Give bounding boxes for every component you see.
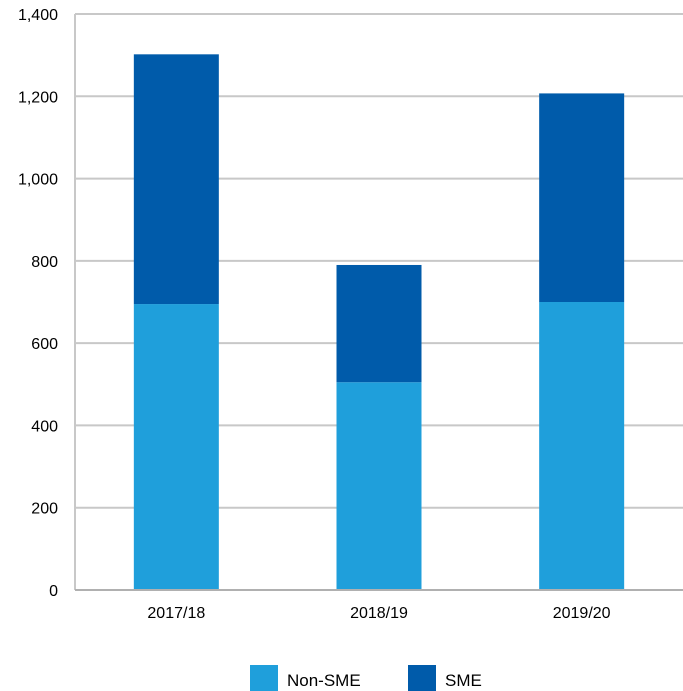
legend-label-non-sme: Non-SME [287, 671, 361, 690]
y-tick-label: 200 [31, 501, 58, 518]
bar-non-sme-1 [336, 382, 422, 590]
x-tick-label: 2017/18 [147, 605, 205, 622]
y-tick-label: 800 [31, 254, 58, 271]
bar-sme-0 [133, 54, 219, 305]
y-tick-label: 400 [31, 418, 58, 435]
y-tick-label: 1,000 [18, 172, 58, 189]
y-axis: 0 200 400 600 800 1,000 1,200 1,400 [18, 7, 76, 600]
y-tick-label: 1,200 [18, 89, 58, 106]
bars [133, 54, 625, 590]
legend: Non-SME SME [250, 665, 482, 691]
legend-swatch-non-sme [250, 665, 278, 691]
bar-sme-2 [539, 93, 625, 302]
legend-swatch-sme [408, 665, 436, 691]
bar-non-sme-2 [539, 302, 625, 590]
y-tick-label: 1,400 [18, 7, 58, 24]
x-axis: 2017/18 2018/19 2019/20 [75, 589, 683, 622]
legend-label-sme: SME [445, 671, 482, 690]
x-tick-label: 2019/20 [553, 605, 611, 622]
bar-non-sme-0 [133, 304, 219, 590]
bar-sme-1 [336, 264, 422, 383]
y-tick-label: 600 [31, 336, 58, 353]
y-tick-label: 0 [49, 583, 58, 600]
x-tick-label: 2018/19 [350, 605, 408, 622]
